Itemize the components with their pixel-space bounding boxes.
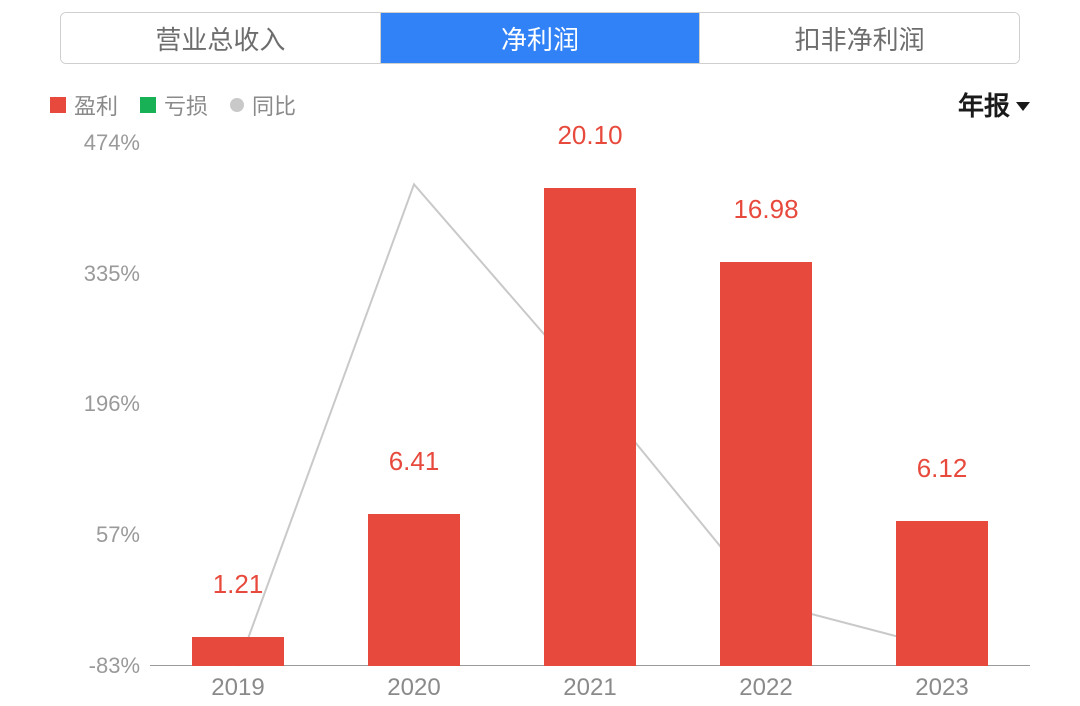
- y-axis-label: 335%: [40, 261, 140, 287]
- y-axis-label: 57%: [40, 522, 140, 548]
- x-axis-label: 2019: [211, 674, 264, 702]
- tab-label: 营业总收入: [155, 20, 285, 57]
- root: 营业总收入 净利润 扣非净利润 盈利 亏损 同比 年报: [0, 0, 1080, 706]
- bar: [544, 188, 636, 666]
- legend-label: 盈利: [74, 89, 118, 121]
- x-axis-label: 2023: [915, 674, 968, 702]
- bar-value-label: 20.10: [557, 120, 622, 151]
- tab-revenue[interactable]: 营业总收入: [61, 13, 381, 63]
- chart-area: 1.2120196.41202020.10202116.9820226.1220…: [30, 133, 1030, 706]
- chevron-down-icon: [1016, 102, 1030, 111]
- legend-swatch-yoy: [230, 98, 244, 112]
- legend-swatch-profit: [50, 97, 66, 113]
- x-axis-label: 2021: [563, 674, 616, 702]
- y-axis-label: 474%: [40, 130, 140, 156]
- legend-swatch-loss: [140, 97, 156, 113]
- bar-value-label: 16.98: [733, 194, 798, 225]
- tab-label: 扣非净利润: [795, 20, 925, 57]
- legend: 盈利 亏损 同比: [50, 89, 296, 121]
- dropdown-label: 年报: [958, 86, 1010, 123]
- x-axis-label: 2020: [387, 674, 440, 702]
- plot-region: 1.2120196.41202020.10202116.9820226.1220…: [150, 143, 1030, 666]
- y-axis-label: 196%: [40, 391, 140, 417]
- bar-value-label: 6.12: [917, 453, 968, 484]
- period-dropdown[interactable]: 年报: [958, 86, 1030, 123]
- tab-net-profit[interactable]: 净利润: [381, 13, 701, 63]
- bar: [720, 262, 812, 666]
- legend-item-loss: 亏损: [140, 89, 208, 121]
- legend-item-yoy: 同比: [230, 89, 296, 121]
- bar-value-label: 6.41: [389, 446, 440, 477]
- bar: [368, 514, 460, 666]
- y-axis-label: -83%: [40, 653, 140, 679]
- legend-label: 亏损: [164, 89, 208, 121]
- tab-adjusted-profit[interactable]: 扣非净利润: [700, 13, 1019, 63]
- legend-label: 同比: [252, 89, 296, 121]
- legend-item-profit: 盈利: [50, 89, 118, 121]
- bar: [192, 637, 284, 666]
- bar-value-label: 1.21: [213, 569, 264, 600]
- metric-tabs: 营业总收入 净利润 扣非净利润: [60, 12, 1020, 64]
- legend-row: 盈利 亏损 同比 年报: [20, 82, 1060, 133]
- bar: [896, 521, 988, 666]
- tab-label: 净利润: [501, 20, 579, 57]
- x-axis-label: 2022: [739, 674, 792, 702]
